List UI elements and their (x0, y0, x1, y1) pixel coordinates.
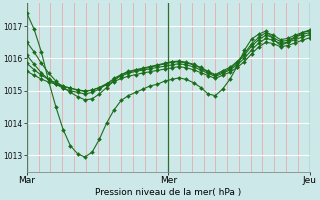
X-axis label: Pression niveau de la mer( hPa ): Pression niveau de la mer( hPa ) (95, 188, 241, 197)
